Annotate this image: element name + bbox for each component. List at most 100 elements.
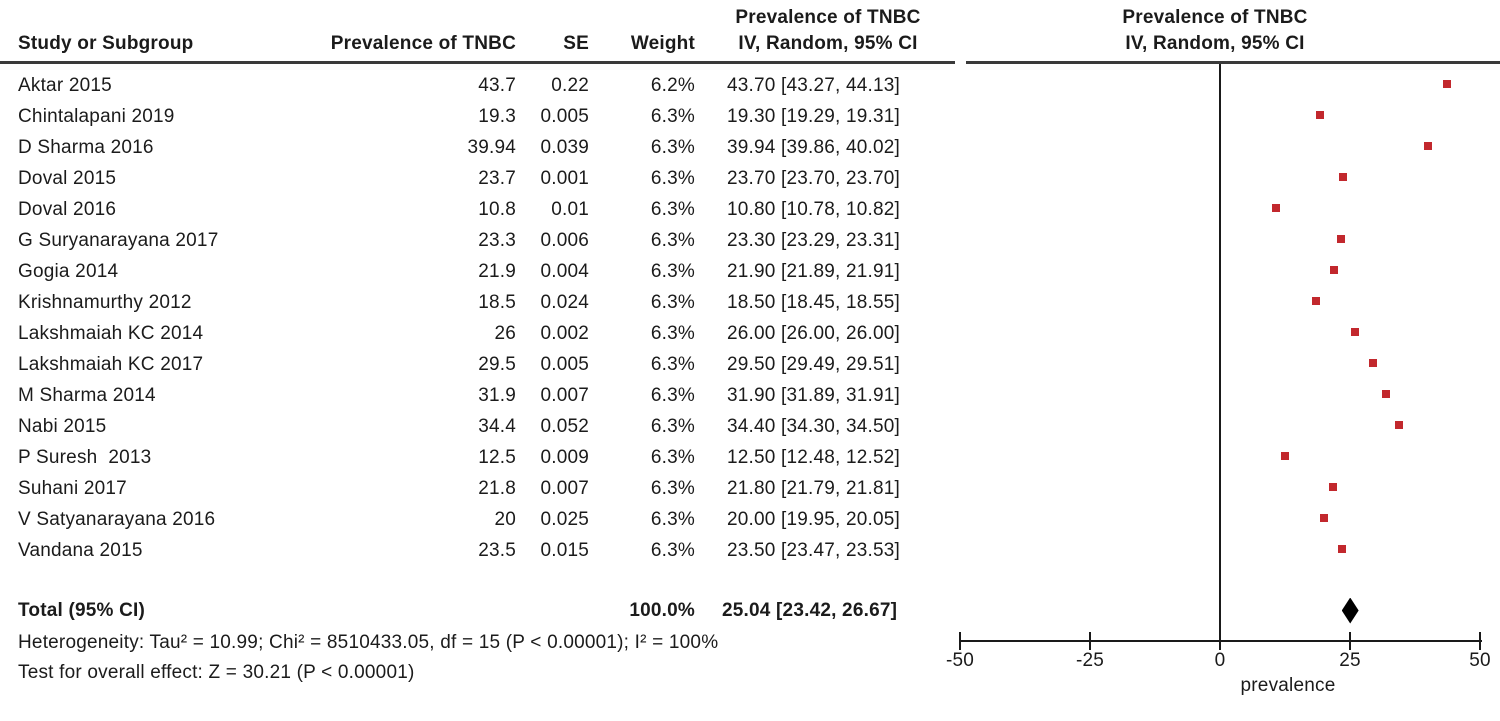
plot-header-line2: IV, Random, 95% CI bbox=[1125, 33, 1305, 54]
study-point-marker bbox=[1369, 358, 1378, 367]
table-row: Vandana 2015 23.5 0.015 6.3% 23.50 [23.4… bbox=[0, 535, 1500, 566]
table-row: Lakshmaiah KC 2014 26 0.002 6.3% 26.00 [… bbox=[0, 318, 1500, 349]
prevalence-cell: 23.3 bbox=[478, 230, 516, 251]
ci-cell: 18.50 [18.45, 18.55] bbox=[727, 292, 901, 313]
se-cell: 0.015 bbox=[540, 540, 589, 561]
weight-cell: 6.3% bbox=[650, 230, 695, 251]
study-cell: Nabi 2015 bbox=[18, 416, 107, 437]
weight-cell: 6.3% bbox=[650, 416, 695, 437]
se-cell: 0.007 bbox=[540, 478, 589, 499]
x-axis-title: prevalence bbox=[1240, 675, 1336, 696]
weight-cell: 6.3% bbox=[650, 323, 695, 344]
total-row: Total (95% CI) 100.0% 25.04 [23.42, 26.6… bbox=[0, 595, 1500, 626]
ci-cell: 21.80 [21.79, 21.81] bbox=[727, 478, 901, 499]
x-axis-tick bbox=[959, 632, 961, 650]
se-cell: 0.024 bbox=[540, 292, 589, 313]
weight-cell: 6.3% bbox=[650, 137, 695, 158]
prevalence-cell: 23.5 bbox=[478, 540, 516, 561]
study-cell: D Sharma 2016 bbox=[18, 137, 154, 158]
study-point-marker bbox=[1339, 172, 1348, 181]
total-weight: 100.0% bbox=[629, 600, 695, 621]
study-point-marker bbox=[1351, 327, 1360, 336]
se-cell: 0.025 bbox=[540, 509, 589, 530]
study-point-marker bbox=[1281, 451, 1289, 460]
study-cell: Aktar 2015 bbox=[18, 75, 112, 96]
prevalence-cell: 21.9 bbox=[478, 261, 516, 282]
prevalence-cell: 18.5 bbox=[478, 292, 516, 313]
prevalence-cell: 39.94 bbox=[467, 137, 516, 158]
se-cell: 0.006 bbox=[540, 230, 589, 251]
weight-cell: 6.3% bbox=[650, 478, 695, 499]
study-cell: Krishnamurthy 2012 bbox=[18, 292, 192, 313]
se-cell: 0.001 bbox=[540, 168, 589, 189]
x-axis-tick-label: -50 bbox=[945, 650, 975, 671]
study-point-marker bbox=[1338, 544, 1347, 553]
weight-cell: 6.3% bbox=[650, 540, 695, 561]
study-point-marker bbox=[1443, 79, 1452, 88]
prevalence-cell: 19.3 bbox=[478, 106, 516, 127]
study-point-marker bbox=[1337, 234, 1346, 243]
study-point-marker bbox=[1312, 296, 1321, 305]
prevalence-cell: 34.4 bbox=[478, 416, 516, 437]
weight-cell: 6.3% bbox=[650, 261, 695, 282]
ci-cell: 23.30 [23.29, 23.31] bbox=[727, 230, 901, 251]
study-point-marker bbox=[1316, 110, 1325, 119]
se-cell: 0.009 bbox=[540, 447, 589, 468]
se-cell: 0.005 bbox=[540, 354, 589, 375]
x-axis-tick bbox=[1479, 632, 1481, 650]
column-header-se: SE bbox=[563, 33, 589, 54]
x-axis-tick bbox=[1219, 632, 1221, 650]
weight-cell: 6.3% bbox=[650, 106, 695, 127]
ci-cell: 10.80 [10.78, 10.82] bbox=[727, 199, 901, 220]
prevalence-cell: 29.5 bbox=[478, 354, 516, 375]
zero-reference-line bbox=[1219, 64, 1221, 642]
table-row: Krishnamurthy 2012 18.5 0.024 6.3% 18.50… bbox=[0, 287, 1500, 318]
prevalence-cell: 26 bbox=[494, 323, 516, 344]
study-cell: Vandana 2015 bbox=[18, 540, 143, 561]
ci-cell: 26.00 [26.00, 26.00] bbox=[727, 323, 901, 344]
study-point-marker bbox=[1423, 141, 1432, 150]
plot-header-rule bbox=[966, 61, 1500, 64]
study-cell: P Suresh 2013 bbox=[18, 447, 152, 468]
total-label: Total (95% CI) bbox=[18, 600, 146, 621]
se-cell: 0.004 bbox=[540, 261, 589, 282]
ci-cell: 34.40 [34.30, 34.50] bbox=[727, 416, 901, 437]
prevalence-cell: 12.5 bbox=[478, 447, 516, 468]
weight-cell: 6.3% bbox=[650, 447, 695, 468]
ci-cell: 20.00 [19.95, 20.05] bbox=[727, 509, 901, 530]
weight-cell: 6.3% bbox=[650, 509, 695, 530]
prevalence-cell: 31.9 bbox=[478, 385, 516, 406]
table-row: Gogia 2014 21.9 0.004 6.3% 21.90 [21.89,… bbox=[0, 256, 1500, 287]
prevalence-cell: 43.7 bbox=[478, 75, 516, 96]
table-row: D Sharma 2016 39.94 0.039 6.3% 39.94 [39… bbox=[0, 132, 1500, 163]
table-row: P Suresh 2013 12.5 0.009 6.3% 12.50 [12.… bbox=[0, 442, 1500, 473]
study-cell: V Satyanarayana 2016 bbox=[18, 509, 216, 530]
study-point-marker bbox=[1272, 203, 1281, 212]
study-cell: Chintalapani 2019 bbox=[18, 106, 175, 127]
weight-cell: 6.3% bbox=[650, 168, 695, 189]
study-cell: M Sharma 2014 bbox=[18, 385, 156, 406]
prevalence-cell: 21.8 bbox=[478, 478, 516, 499]
column-header-ci-line1: Prevalence of TNBC bbox=[735, 7, 921, 28]
x-axis-tick bbox=[1349, 632, 1351, 650]
weight-cell: 6.2% bbox=[650, 75, 695, 96]
se-cell: 0.052 bbox=[540, 416, 589, 437]
table-row: Suhani 2017 21.8 0.007 6.3% 21.80 [21.79… bbox=[0, 473, 1500, 504]
weight-cell: 6.3% bbox=[650, 199, 695, 220]
weight-cell: 6.3% bbox=[650, 292, 695, 313]
total-diamond bbox=[1341, 597, 1359, 624]
study-cell: Suhani 2017 bbox=[18, 478, 127, 499]
study-point-marker bbox=[1320, 513, 1328, 522]
ci-cell: 23.50 [23.47, 23.53] bbox=[727, 540, 901, 561]
study-point-marker bbox=[1329, 482, 1338, 491]
column-header-study: Study or Subgroup bbox=[18, 33, 194, 54]
x-axis-tick bbox=[1089, 632, 1091, 650]
study-cell: Gogia 2014 bbox=[18, 261, 119, 282]
table-row: Chintalapani 2019 19.3 0.005 6.3% 19.30 … bbox=[0, 101, 1500, 132]
x-axis-tick-label: 0 bbox=[1214, 650, 1226, 671]
ci-cell: 31.90 [31.89, 31.91] bbox=[727, 385, 901, 406]
se-cell: 0.007 bbox=[540, 385, 589, 406]
ci-cell: 21.90 [21.89, 21.91] bbox=[727, 261, 901, 282]
study-cell: Lakshmaiah KC 2014 bbox=[18, 323, 204, 344]
study-cell: G Suryanarayana 2017 bbox=[18, 230, 219, 251]
